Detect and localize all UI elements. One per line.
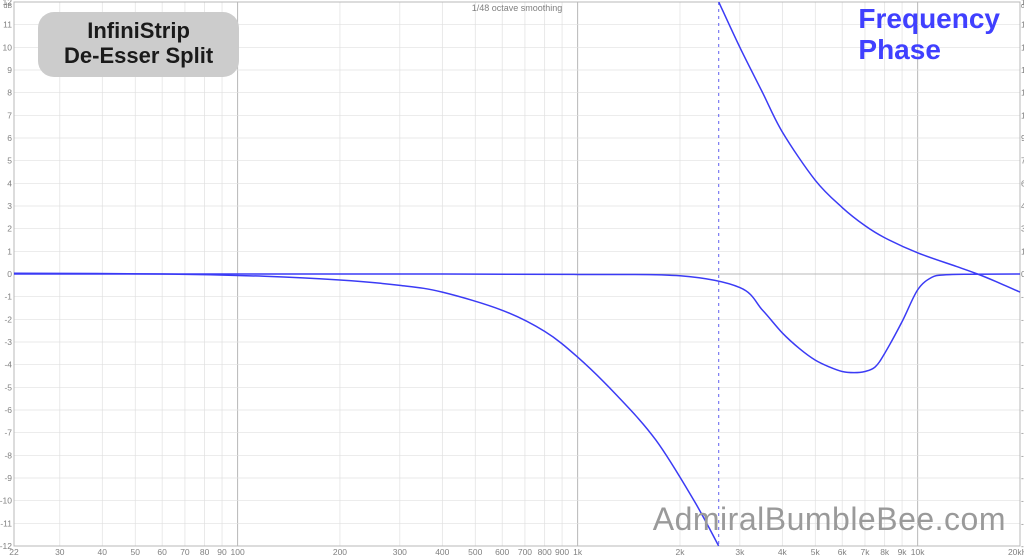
svg-text:0: 0 [7,269,12,279]
title-line-1: InfiniStrip [64,18,213,43]
svg-text:200: 200 [333,547,347,557]
svg-text:5: 5 [7,156,12,166]
svg-text:6k: 6k [838,547,848,557]
svg-text:-12: -12 [0,541,12,551]
svg-text:-11: -11 [0,518,12,528]
svg-text:1/48 octave smoothing: 1/48 octave smoothing [472,3,563,13]
svg-text:700: 700 [518,547,532,557]
svg-text:-2: -2 [4,314,12,324]
legend-phase: Phase [858,35,1000,66]
svg-text:5k: 5k [811,547,821,557]
chart-svg: 2230405060708090100200300400500600700800… [0,0,1024,558]
svg-text:-4: -4 [4,360,12,370]
svg-text:-9: -9 [4,473,12,483]
svg-text:8k: 8k [880,547,890,557]
svg-text:-8: -8 [4,450,12,460]
svg-text:7: 7 [7,110,12,120]
svg-text:3: 3 [7,201,12,211]
title-badge: InfiniStrip De-Esser Split [38,12,239,77]
svg-text:60: 60 [157,547,167,557]
svg-text:7k: 7k [860,547,870,557]
svg-text:3k: 3k [735,547,745,557]
legend-frequency: Frequency [858,4,1000,35]
svg-text:10k: 10k [911,547,925,557]
svg-text:2: 2 [7,224,12,234]
svg-text:4k: 4k [778,547,788,557]
svg-text:40: 40 [98,547,108,557]
svg-text:50: 50 [131,547,141,557]
svg-text:4: 4 [7,178,12,188]
svg-text:-10: -10 [0,496,12,506]
svg-text:400: 400 [435,547,449,557]
svg-text:300: 300 [393,547,407,557]
svg-text:80: 80 [200,547,210,557]
svg-text:11: 11 [3,20,12,30]
chart-container: 2230405060708090100200300400500600700800… [0,0,1024,558]
svg-text:2k: 2k [675,547,685,557]
svg-text:9: 9 [7,65,12,75]
watermark: AdmiralBumbleBee.com [653,501,1006,538]
svg-text:-7: -7 [4,428,12,438]
svg-text:6: 6 [7,133,12,143]
svg-text:8: 8 [7,88,12,98]
legend: Frequency Phase [858,4,1000,66]
svg-text:70: 70 [180,547,190,557]
svg-text:-6: -6 [4,405,12,415]
svg-text:900: 900 [555,547,569,557]
svg-text:dB: dB [3,3,12,10]
svg-text:90: 90 [217,547,227,557]
svg-text:-3: -3 [4,337,12,347]
svg-text:30: 30 [55,547,65,557]
svg-text:1: 1 [7,246,12,256]
title-line-2: De-Esser Split [64,43,213,68]
svg-text:600: 600 [495,547,509,557]
svg-text:10: 10 [3,42,13,52]
svg-text:800: 800 [538,547,552,557]
svg-text:-1: -1 [4,292,12,302]
svg-text:100: 100 [230,547,244,557]
svg-text:9k: 9k [898,547,908,557]
svg-text:1k: 1k [573,547,583,557]
svg-text:-5: -5 [4,382,12,392]
svg-text:500: 500 [468,547,482,557]
